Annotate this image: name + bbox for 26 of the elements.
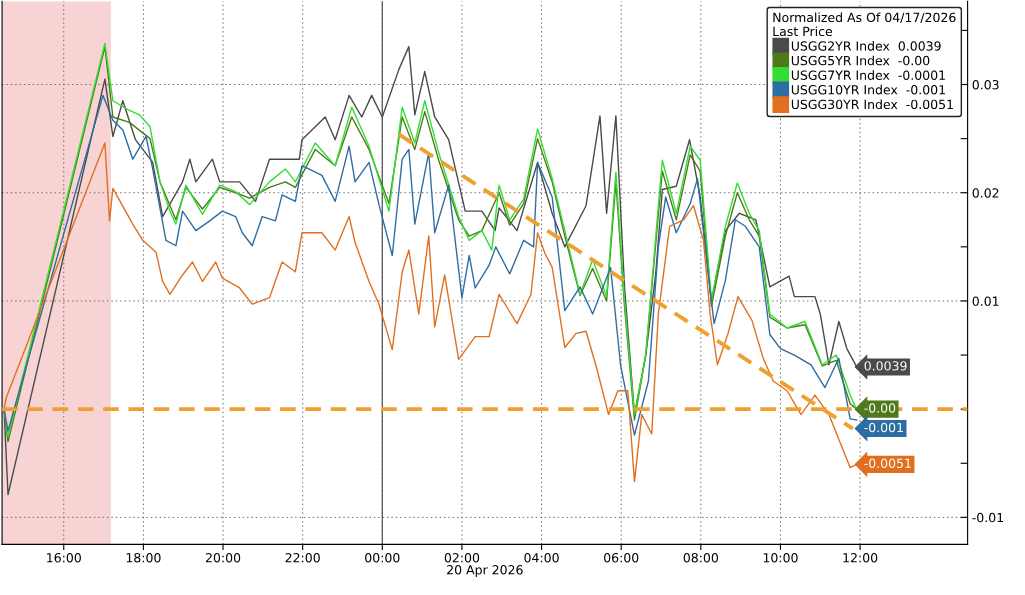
x-tick-label: 02:00 [444,552,480,563]
x-tick-label: 04:00 [524,552,559,563]
data-label: 0.0039 [864,361,907,371]
x-tick-label: 22:00 [285,552,320,563]
x-tick-label: 12:00 [843,552,878,563]
legend-label: USGG2YR Index 0.0039 [791,41,941,51]
data-label: -0.0051 [864,458,911,468]
x-tick-label: 18:00 [126,552,161,563]
y-tick-label: -0.01 [972,512,1003,523]
x-tick-label: 00:00 [365,552,400,563]
legend-label: USGG7YR Index -0.0001 [791,70,945,80]
x-tick-label: 10:00 [763,552,798,563]
data-label: -0.001 [864,422,903,433]
x-tick-label: 08:00 [683,552,719,563]
y-tick-label: 0.03 [972,79,999,90]
legend-label: USGG30YR Index -0.0051 [791,99,953,110]
x-tick-label: 16:00 [47,552,81,563]
x-tick-label: 06:00 [604,552,639,563]
legend-label: USGG5YR Index -0.00 [791,55,930,66]
y-tick-label: 0.02 [972,188,999,198]
data-label: -0.00 [864,403,896,413]
legend-title: Normalized As Of 04/17/2026 Last Price [773,12,956,37]
x-tick-label: 20:00 [205,552,241,563]
legend-label: USGG10YR Index -0.001 [791,84,945,95]
y-tick-label: 0.01 [972,296,999,306]
x-axis-title: 20 Apr 2026 [447,565,523,577]
